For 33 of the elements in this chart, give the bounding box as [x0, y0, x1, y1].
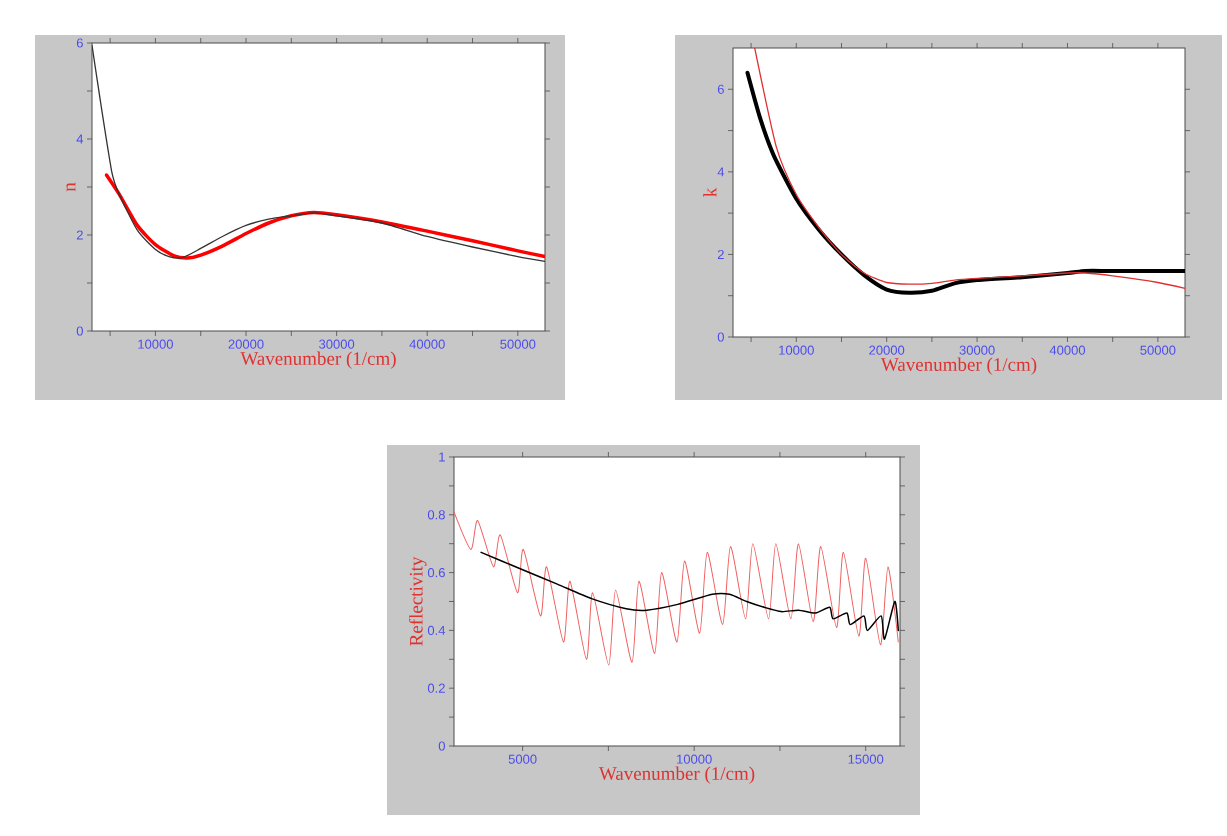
x-tick-label: 20000	[869, 345, 905, 355]
y-tick-label: 6	[76, 38, 83, 48]
x-tick-label: 10000	[138, 339, 173, 349]
y-tick-label: 0.8	[427, 510, 445, 520]
y-tick-label: 0	[717, 332, 724, 342]
y-tick-label: 0.4	[427, 625, 446, 635]
x-axis-title: Wavenumber (1/cm)	[598, 766, 755, 784]
x-tick-label: 50000	[1140, 345, 1176, 355]
y-tick-label: 0.6	[427, 567, 445, 578]
y-tick-label: 2	[717, 249, 724, 259]
x-tick-label: 15000	[848, 754, 884, 764]
x-tick-label: 10000	[677, 754, 712, 764]
y-tick-label: 1	[439, 452, 445, 462]
y-tick-label: 0	[76, 326, 83, 336]
x-axis-title: Wavenumber (1/cm)	[880, 357, 1037, 375]
x-tick-label: 30000	[959, 345, 995, 355]
y-tick-label: 4	[717, 167, 725, 177]
x-tick-label: 40000	[409, 339, 445, 349]
x-tick-label: 30000	[319, 339, 355, 349]
y-axis-title: n	[66, 182, 76, 192]
x-tick-label: 5000	[508, 754, 537, 764]
x-axis-title: Wavenumber (1/cm)	[240, 351, 396, 369]
y-axis-title: k	[703, 187, 717, 197]
y-tick-label: 2	[76, 230, 83, 240]
y-tick-label: 6	[717, 84, 724, 94]
x-tick-label: 20000	[228, 339, 264, 349]
x-tick-label: 40000	[1049, 345, 1086, 355]
y-axis-title: Reflectivity	[409, 556, 427, 646]
y-tick-label: 0	[438, 741, 445, 751]
x-tick-label: 50000	[500, 339, 536, 349]
y-tick-label: 0.2	[427, 683, 445, 693]
y-tick-label: 4	[76, 134, 84, 144]
x-tick-label: 10000	[779, 345, 814, 355]
